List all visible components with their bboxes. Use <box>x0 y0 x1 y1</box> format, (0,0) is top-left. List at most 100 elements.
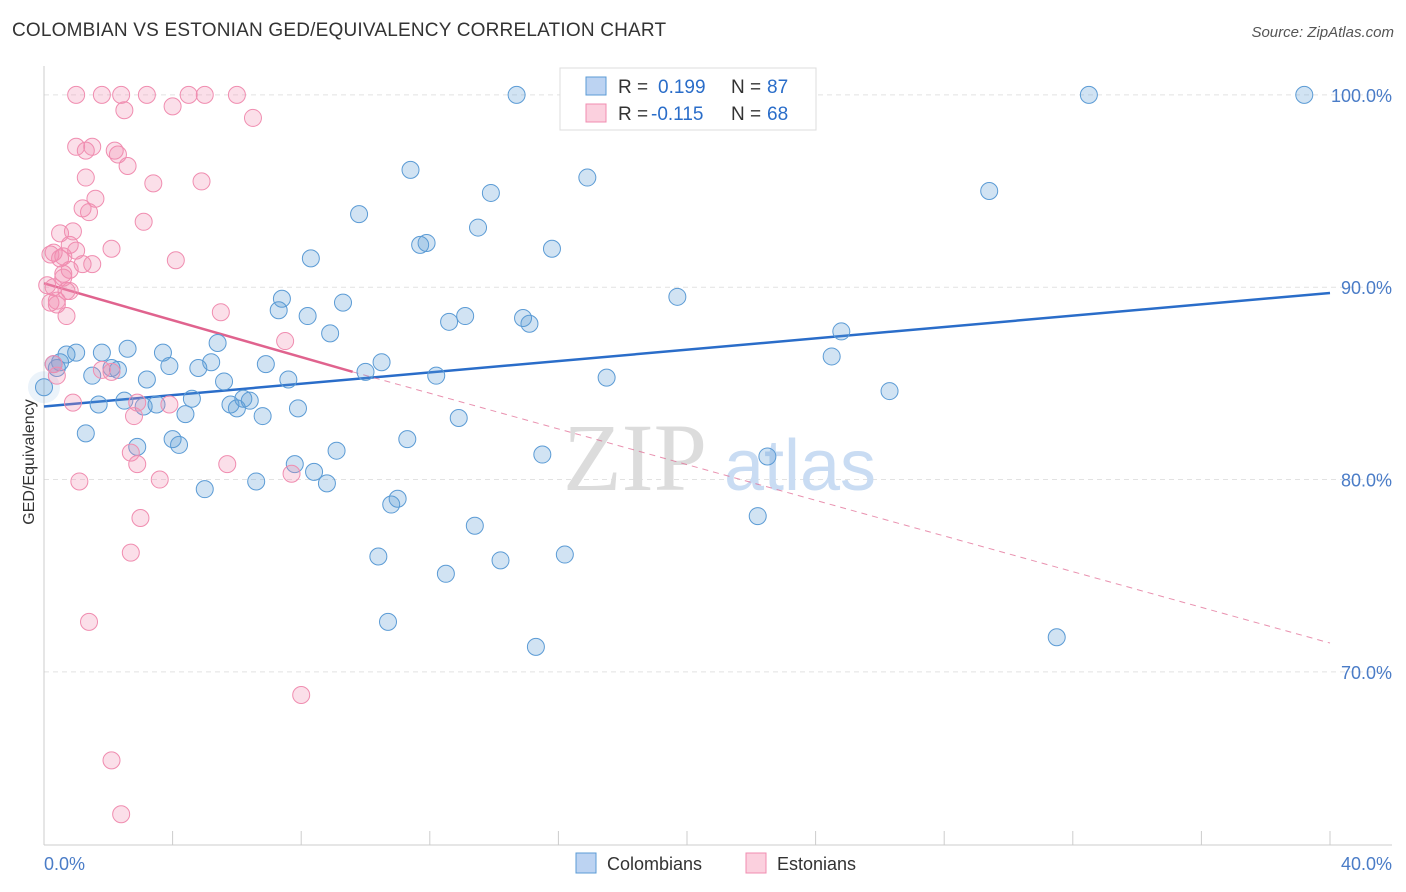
colombian-point <box>321 324 340 343</box>
colombian-point <box>305 462 324 481</box>
y-tick-label: 80.0% <box>1341 471 1392 491</box>
colombian-point <box>240 391 259 410</box>
bottom-legend-swatch-pink <box>745 852 767 874</box>
colombian-point <box>350 205 369 224</box>
colombian-point <box>398 430 417 449</box>
y-tick-label: 90.0% <box>1341 278 1392 298</box>
colombian-point <box>427 366 446 385</box>
colombian-point <box>440 312 459 331</box>
estonian-point <box>131 509 150 528</box>
colombian-point <box>285 455 304 474</box>
estonian-point <box>102 362 121 381</box>
estonian-point <box>67 85 86 104</box>
bottom-legend-swatch-blue <box>575 852 597 874</box>
colombian-point <box>51 353 70 372</box>
colombian-point <box>832 322 851 341</box>
estonian-point <box>125 407 144 426</box>
estonian-point <box>70 472 89 491</box>
colombian-point <box>1295 85 1314 104</box>
estonian-point <box>102 751 121 770</box>
colombian-point <box>1047 628 1066 647</box>
colombian-point <box>279 370 298 389</box>
colombian-point <box>202 353 221 372</box>
estonian-point <box>137 85 156 104</box>
estonian-point <box>67 137 86 156</box>
legend-n-label: N = <box>731 104 761 125</box>
colombian-point <box>449 408 468 427</box>
x-tick-labels: 0.0% 40.0% <box>44 854 1392 874</box>
colombian-point <box>182 389 201 408</box>
colombian-point <box>411 235 430 254</box>
colombian-point <box>526 637 545 656</box>
estonian-point <box>83 255 102 274</box>
colombian-point <box>195 480 214 499</box>
colombian-point <box>469 218 488 237</box>
estonian-point <box>80 612 99 631</box>
colombian-point <box>578 168 597 187</box>
legend-r-label: R = <box>618 77 648 98</box>
colombian-point <box>980 182 999 201</box>
colombian-point <box>83 366 102 385</box>
colombian-point <box>147 395 166 414</box>
estonian-point <box>73 255 92 274</box>
colombian-point <box>92 343 111 362</box>
estonian-point <box>86 189 105 208</box>
colombian-point <box>247 472 266 491</box>
colombian-point <box>208 333 227 352</box>
estonian-point <box>41 293 60 312</box>
colombian-point <box>456 307 475 326</box>
colombian-point <box>89 395 108 414</box>
colombian-point <box>356 362 375 381</box>
colombian-point <box>542 239 561 258</box>
colombian-point <box>668 287 687 306</box>
estonian-point <box>276 332 295 351</box>
colombians-points <box>28 85 1314 656</box>
colombian-point-cluster <box>28 371 60 404</box>
y-tick-label: 70.0% <box>1341 663 1392 683</box>
estonian-point <box>41 245 60 264</box>
watermark-zip: ZIP <box>563 404 707 511</box>
colombian-point <box>748 507 767 526</box>
estonian-point <box>112 85 131 104</box>
colombian-point <box>333 293 352 312</box>
colombian-point <box>1079 85 1098 104</box>
colombian-point <box>491 551 510 570</box>
estonian-point <box>102 239 121 258</box>
estonian-point <box>144 174 163 193</box>
colombian-point <box>880 382 899 401</box>
colombian-point <box>417 233 436 252</box>
estonian-point <box>60 282 79 301</box>
estonian-point <box>47 291 66 310</box>
estonian-point <box>121 543 140 562</box>
bottom-legend-estonians: Estonians <box>777 854 856 874</box>
legend-swatch-pink <box>585 103 607 123</box>
estonian-point <box>108 145 127 164</box>
colombian-point <box>465 516 484 535</box>
watermark: ZIP atlas <box>563 404 876 511</box>
estonian-point <box>218 455 237 474</box>
estonian-point <box>282 464 301 483</box>
grid-lines <box>44 94 1392 673</box>
colombian-point <box>298 307 317 326</box>
estonian-point <box>44 278 63 297</box>
estonian-point <box>63 393 82 412</box>
colombian-point <box>401 160 420 179</box>
estonian-point <box>83 137 102 156</box>
colombian-point <box>388 489 407 508</box>
estonian-point <box>38 276 57 295</box>
estonians-trend-line <box>43 282 353 374</box>
colombian-point <box>372 353 391 372</box>
estonian-point <box>195 85 214 104</box>
estonian-point <box>118 157 137 176</box>
x-tick-label: 0.0% <box>44 854 85 874</box>
estonian-point <box>121 443 140 462</box>
colombian-point <box>317 474 336 493</box>
estonian-point <box>76 168 95 187</box>
estonian-point <box>150 470 169 489</box>
colombian-point <box>269 301 288 320</box>
colombian-point <box>35 378 53 397</box>
estonian-point <box>44 355 63 374</box>
bottom-legend: Colombians Estonians <box>575 852 856 874</box>
legend-r-value: -0.115 <box>651 104 703 125</box>
